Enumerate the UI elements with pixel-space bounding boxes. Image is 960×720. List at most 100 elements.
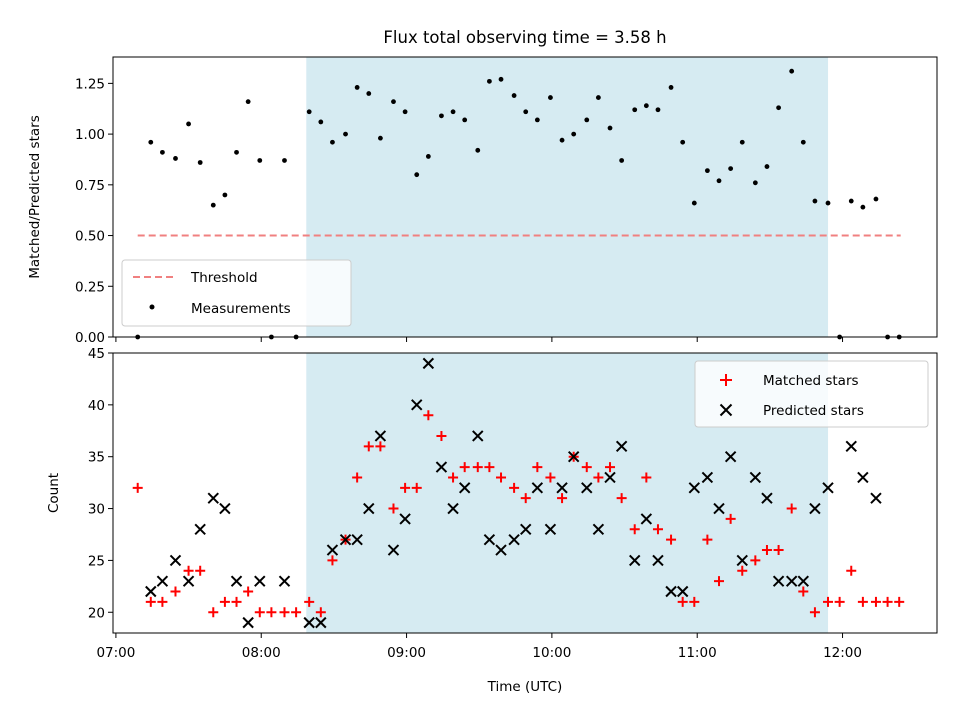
measurement-point	[173, 156, 178, 161]
measurement-point	[704, 168, 710, 174]
predicted-star-point	[676, 585, 689, 598]
predicted-star-point	[629, 554, 641, 567]
matched-star-point	[714, 576, 725, 587]
matched-star-point	[773, 545, 784, 556]
y-tick-label: 25	[88, 553, 105, 569]
matched-stars-legend-handle	[720, 374, 732, 386]
predicted-star-point	[435, 461, 448, 473]
matched-star-point	[327, 555, 338, 566]
y-tick-label: 45	[88, 346, 105, 362]
predicted-star-point	[219, 502, 231, 515]
predicted-star-point	[411, 399, 423, 411]
predicted-star-point	[303, 616, 315, 629]
predicted-star-point	[870, 492, 882, 504]
measurement-point	[764, 164, 770, 169]
measurement-point	[571, 131, 577, 137]
measurement-point	[222, 192, 228, 198]
predicted-star-point	[508, 533, 520, 546]
predicted-star-point	[822, 482, 834, 494]
y-tick-label: 0.25	[75, 279, 105, 295]
measurement-point	[752, 180, 758, 186]
matched-star-point	[616, 493, 627, 504]
matched-star-point	[761, 545, 772, 556]
y-tick-label: 1.00	[75, 127, 105, 143]
bottom-legend: Matched stars Predicted stars	[694, 360, 929, 428]
predicted-star-point	[145, 585, 157, 598]
matched-star-point	[750, 555, 761, 566]
measurement-point	[607, 125, 613, 131]
matched-star-point	[870, 596, 881, 607]
matched-star-point	[132, 482, 143, 493]
measurement-point	[439, 113, 444, 119]
x-tick-label: 11:00	[678, 645, 717, 661]
matched-star-point	[652, 524, 663, 535]
predicted-stars-legend-handle	[719, 403, 733, 417]
matched-star-point	[894, 596, 905, 607]
measurement-point	[619, 158, 625, 163]
measurement-point	[148, 139, 154, 145]
bottom-panel: 20 25 30 35 40 45 07:00 08:00 09:00 10:00 11:00 12:…	[88, 346, 938, 661]
matched-star-point	[400, 482, 411, 493]
matched-star-point	[689, 596, 700, 607]
matched-star-point	[243, 586, 254, 597]
measurements-legend-label: Measurements	[191, 301, 291, 317]
measurement-point	[282, 158, 287, 163]
matched-stars-legend-label: Matched stars	[763, 373, 859, 389]
matched-star-point	[388, 503, 399, 514]
measurement-point	[559, 137, 565, 143]
observing-span	[306, 57, 829, 337]
matched-star-point	[208, 607, 219, 618]
measurement-point	[306, 109, 312, 115]
bottom-y-axis-label: Count	[46, 473, 62, 513]
predicted-star-point	[652, 554, 664, 567]
measurement-point	[475, 147, 481, 153]
matched-star-point	[846, 565, 857, 576]
matched-star-point	[304, 596, 315, 607]
predicted-star-point	[845, 440, 857, 453]
predicted-star-point	[182, 575, 195, 587]
axes-frame	[112, 56, 938, 338]
measurement-point	[354, 85, 360, 90]
matched-star-point	[145, 596, 156, 607]
predicted-star-point	[363, 502, 375, 515]
measurements-legend-handle	[149, 304, 155, 310]
matched-star-point	[581, 462, 592, 473]
predicted-star-point	[315, 616, 327, 629]
measurement-point	[668, 85, 674, 90]
matched-star-point	[183, 565, 194, 576]
measurement-point	[848, 198, 854, 204]
predicted-star-point	[230, 575, 243, 587]
matched-star-point	[666, 534, 677, 545]
matched-star-point	[809, 607, 820, 618]
measurement-point	[425, 154, 431, 159]
measurement-point	[402, 109, 408, 115]
matched-star-point	[557, 493, 568, 504]
matched-star-point	[375, 441, 386, 452]
matched-star-point	[459, 462, 470, 473]
predicted-star-point	[374, 430, 387, 442]
y-tick-label: 40	[88, 398, 105, 414]
measurement-point	[632, 107, 638, 113]
measurement-point	[789, 68, 795, 74]
predicted-star-point	[447, 502, 459, 515]
predicted-star-point	[809, 502, 821, 515]
matched-star-point	[545, 472, 556, 483]
measurement-point	[186, 121, 191, 127]
matched-star-point	[436, 430, 447, 441]
measurement-point	[414, 172, 420, 178]
matched-star-point	[641, 472, 652, 483]
measurement-point	[523, 109, 529, 115]
x-tick-label: 10:00	[532, 645, 571, 661]
predicted-star-point	[665, 585, 677, 598]
matched-star-point	[472, 462, 483, 473]
x-tick-label: 12:00	[823, 645, 862, 661]
matched-star-point	[291, 607, 302, 618]
matched-star-point	[170, 586, 181, 597]
predicted-star-point	[581, 482, 593, 494]
y-tick-label: 1.25	[75, 76, 105, 92]
predicted-star-point	[567, 450, 580, 463]
matched-star-point	[737, 565, 748, 576]
measurement-point	[728, 166, 734, 171]
matched-star-point	[279, 607, 290, 618]
